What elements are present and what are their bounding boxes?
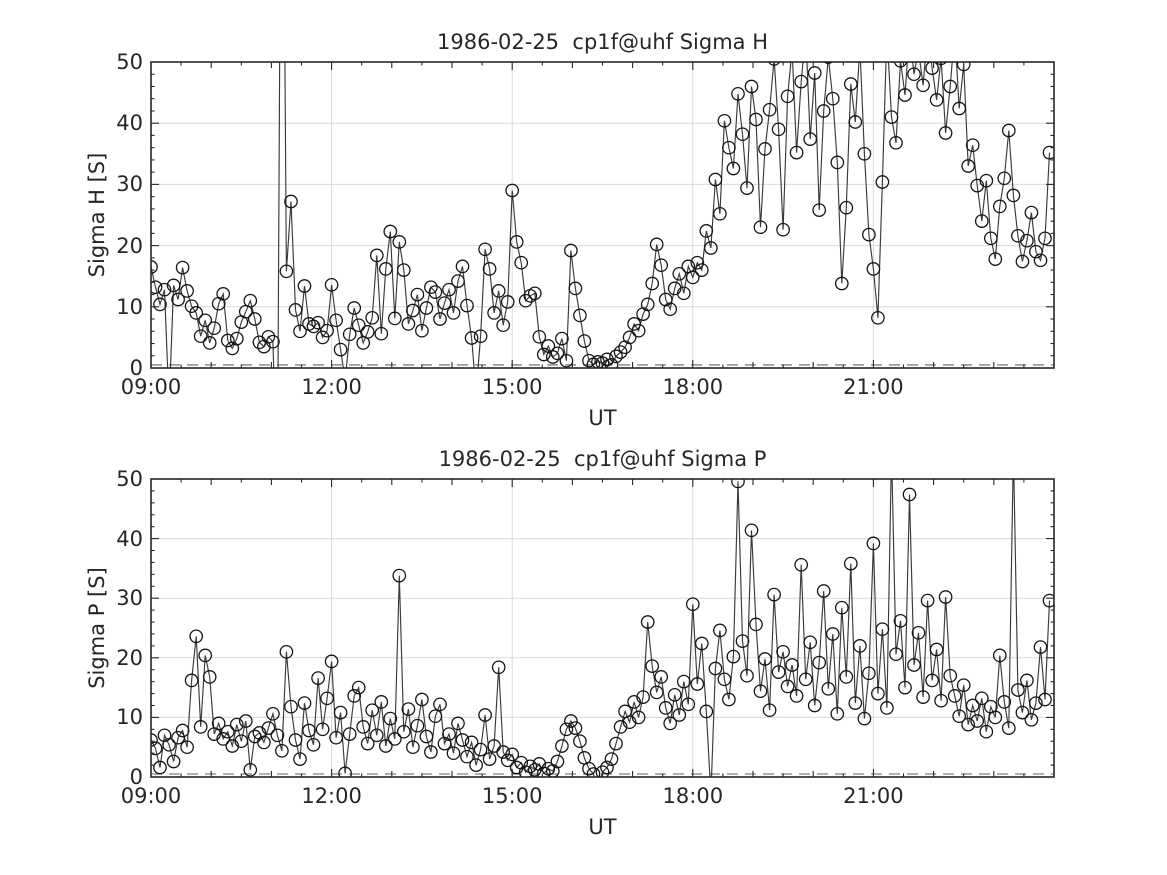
x-tick-label: 12:00 [301,375,362,399]
y-tick-label: 20 [116,645,143,670]
plot-area-sigma-h [150,61,1055,369]
x-tick-label: 18:00 [662,375,724,399]
x-tick-label: 18:00 [662,784,724,808]
x-tick-label: 12:00 [301,784,362,808]
x-tick-label: 09:00 [120,375,182,399]
y-tick-label: 50 [116,50,143,74]
x-axis-label-ut-bottom: UT [588,815,617,839]
x-tick-label: 15:00 [481,375,543,399]
x-axis-label-ut-top: UT [588,406,617,430]
y-tick-label: 40 [116,526,143,551]
y-tick-label: 10 [116,294,143,319]
y-tick-label: 0 [129,765,143,789]
y-tick-label: 10 [116,705,143,730]
y-tick-label: 30 [116,172,143,197]
y-tick-label: 30 [116,586,143,611]
x-tick-label: 21:00 [843,375,904,399]
y-tick-label: 50 [116,467,143,491]
y-tick-label: 0 [129,356,143,380]
x-tick-label: 21:00 [843,784,904,808]
chart-title-sigma-p: 1986-02-25 cp1f@uhf Sigma P [438,447,767,471]
x-tick-label: 15:00 [481,784,543,808]
x-tick-label: 09:00 [120,784,182,808]
y-tick-label: 40 [116,111,143,136]
y-tick-label: 20 [116,233,143,258]
plot-area-sigma-p [150,478,1055,778]
chart-title-sigma-h: 1986-02-25 cp1f@uhf Sigma H [437,30,768,54]
